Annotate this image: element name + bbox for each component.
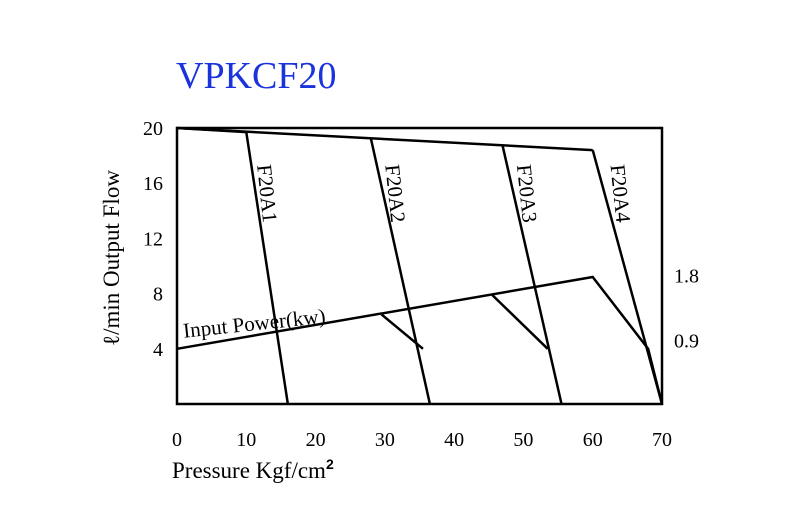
chart-title: VPKCF20	[176, 55, 337, 97]
x-axis-label-text: Pressure Kgf/cm	[172, 458, 326, 483]
x-tick-label: 60	[583, 429, 603, 451]
right-axis-tick-label: 1.8	[674, 266, 699, 288]
x-tick-label: 20	[306, 429, 326, 451]
x-tick-label: 50	[513, 429, 533, 451]
y-tick-label: 8	[153, 284, 163, 306]
y-tick-label: 20	[143, 118, 163, 140]
plot-frame	[175, 126, 664, 406]
x-axis-label-exponent: 2	[325, 456, 334, 472]
curve-label-f20a3: F20A3	[512, 163, 542, 224]
series-line-f20a1	[176, 126, 290, 405]
curve-label-input-power-kw: Input Power(kw)	[182, 304, 327, 343]
y-tick-label: 16	[143, 173, 163, 195]
curve-label-f20a1: F20A1	[252, 163, 282, 224]
y-tick-label: 12	[143, 228, 163, 250]
series-line-input-power-kw	[176, 275, 664, 405]
x-tick-label: 40	[444, 429, 464, 451]
x-axis-label: Pressure Kgf/cm2	[172, 456, 334, 484]
series-line-f20a2-power	[380, 313, 424, 350]
series-line-f20a3	[501, 145, 563, 405]
series-line-f20a2	[369, 138, 432, 405]
curve-label-f20a2: F20A2	[380, 163, 410, 224]
x-tick-label: 30	[375, 429, 395, 451]
x-tick-label: 70	[652, 429, 672, 451]
right-axis-tick-label: 0.9	[674, 331, 699, 353]
x-tick-label: 0	[172, 429, 182, 451]
x-tick-label: 10	[236, 429, 256, 451]
series-line-f20a3-power	[491, 294, 549, 350]
y-tick-label: 4	[153, 339, 163, 361]
